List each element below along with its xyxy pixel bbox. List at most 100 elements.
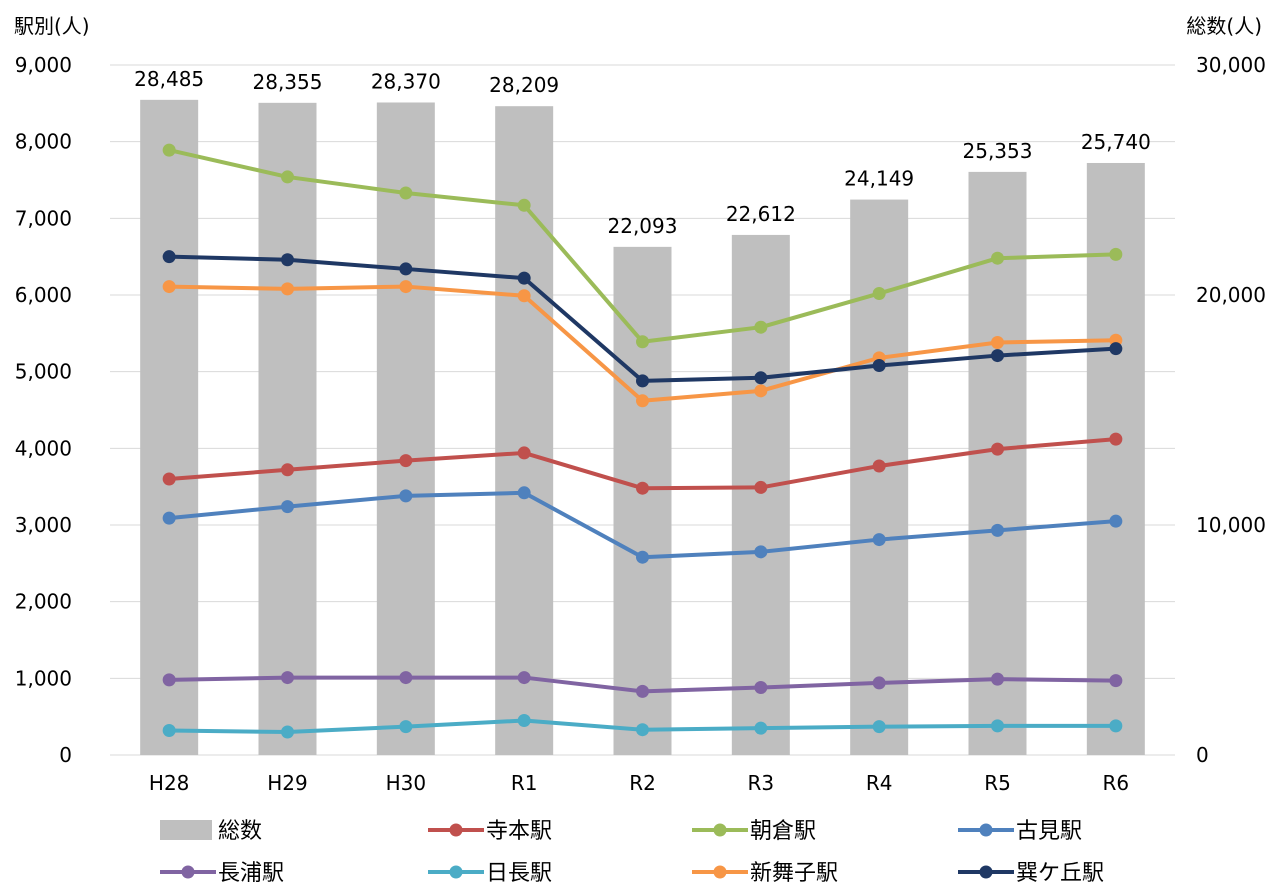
legend-swatch-marker xyxy=(181,865,195,879)
point-長浦駅 xyxy=(636,684,649,698)
left-tick-label: 3,000 xyxy=(15,513,72,537)
point-巽ケ丘駅 xyxy=(754,371,768,385)
right-tick-label: 30,000 xyxy=(1196,53,1266,77)
point-寺本駅 xyxy=(991,442,1004,456)
legend-label: 朝倉駅 xyxy=(750,819,816,844)
point-日長駅 xyxy=(281,725,294,739)
point-朝倉駅 xyxy=(281,170,294,184)
legend-label: 日長駅 xyxy=(486,861,552,886)
bar-value-label: 28,370 xyxy=(371,69,441,93)
x-tick-label: R5 xyxy=(984,771,1011,795)
point-古見駅 xyxy=(162,511,176,525)
left-axis-title: 駅別(人) xyxy=(14,14,90,38)
point-寺本駅 xyxy=(517,446,531,460)
point-朝倉駅 xyxy=(754,320,768,334)
point-朝倉駅 xyxy=(636,335,649,349)
point-新舞子駅 xyxy=(162,280,176,294)
left-tick-label: 4,000 xyxy=(15,436,72,460)
point-巽ケ丘駅 xyxy=(399,262,413,276)
point-巽ケ丘駅 xyxy=(991,349,1004,363)
bar-R4 xyxy=(850,199,909,755)
point-寺本駅 xyxy=(162,472,176,486)
legend-label: 古見駅 xyxy=(1016,819,1082,844)
left-tick-label: 0 xyxy=(59,743,72,767)
legend-label: 新舞子駅 xyxy=(750,861,838,886)
bar-H28 xyxy=(140,99,199,756)
legend-swatch-marker xyxy=(713,865,727,879)
point-新舞子駅 xyxy=(754,384,768,398)
legend-label: 総数 xyxy=(218,819,262,844)
point-長浦駅 xyxy=(872,676,886,690)
point-朝倉駅 xyxy=(162,143,176,157)
x-tick-label: R6 xyxy=(1103,771,1130,795)
point-巽ケ丘駅 xyxy=(872,359,886,373)
point-日長駅 xyxy=(872,720,886,734)
legend-swatch-marker xyxy=(449,823,463,837)
left-tick-label: 1,000 xyxy=(15,666,72,690)
point-長浦駅 xyxy=(1109,674,1123,688)
bar-R5 xyxy=(968,171,1027,756)
point-朝倉駅 xyxy=(991,251,1004,265)
x-tick-label: H28 xyxy=(149,771,190,795)
left-tick-label: 9,000 xyxy=(15,53,72,77)
bar-H29 xyxy=(258,102,317,755)
x-tick-label: H29 xyxy=(267,771,308,795)
line-series xyxy=(162,143,1123,739)
point-日長駅 xyxy=(1109,719,1123,733)
left-tick-label: 7,000 xyxy=(15,206,72,230)
point-日長駅 xyxy=(991,719,1004,733)
point-古見駅 xyxy=(636,550,649,564)
point-朝倉駅 xyxy=(517,198,531,212)
point-古見駅 xyxy=(754,545,768,559)
legend-swatch-marker xyxy=(713,823,727,837)
legend-swatch-marker xyxy=(979,823,993,837)
point-寺本駅 xyxy=(1109,432,1123,446)
point-日長駅 xyxy=(754,721,768,735)
legend-swatch-bar xyxy=(160,820,212,840)
bar-value-label: 28,485 xyxy=(134,67,204,91)
left-tick-label: 2,000 xyxy=(15,590,72,614)
x-tick-label: R3 xyxy=(748,771,775,795)
bar-H30 xyxy=(376,102,435,756)
point-新舞子駅 xyxy=(399,280,413,294)
legend-swatch-marker xyxy=(449,865,463,879)
point-長浦駅 xyxy=(517,671,531,685)
point-日長駅 xyxy=(636,723,649,737)
point-古見駅 xyxy=(517,486,531,500)
x-tick-label: R1 xyxy=(511,771,538,795)
point-古見駅 xyxy=(399,489,413,503)
bar-R1 xyxy=(495,106,554,756)
point-長浦駅 xyxy=(754,681,768,695)
bar-R2 xyxy=(613,246,672,755)
point-寺本駅 xyxy=(754,480,768,494)
point-新舞子駅 xyxy=(517,289,531,303)
legend-label: 巽ケ丘駅 xyxy=(1016,861,1104,886)
bar-value-label: 28,209 xyxy=(489,73,559,97)
point-長浦駅 xyxy=(399,671,413,685)
point-日長駅 xyxy=(162,723,176,737)
point-巽ケ丘駅 xyxy=(281,253,294,267)
point-巽ケ丘駅 xyxy=(1109,342,1123,356)
legend-label: 長浦駅 xyxy=(218,861,284,886)
point-古見駅 xyxy=(1109,514,1123,528)
left-tick-label: 8,000 xyxy=(15,130,72,154)
point-長浦駅 xyxy=(281,671,294,685)
left-tick-label: 6,000 xyxy=(15,283,72,307)
bar-value-label: 25,353 xyxy=(963,139,1033,163)
right-tick-label: 10,000 xyxy=(1196,513,1266,537)
point-新舞子駅 xyxy=(281,282,294,296)
left-tick-label: 5,000 xyxy=(15,360,72,384)
bar-R6 xyxy=(1086,162,1145,756)
x-tick-label: H30 xyxy=(386,771,427,795)
bar-value-label: 28,355 xyxy=(253,70,323,94)
point-寺本駅 xyxy=(872,459,886,473)
point-朝倉駅 xyxy=(399,186,413,200)
point-朝倉駅 xyxy=(1109,247,1123,261)
bar-value-label: 22,093 xyxy=(608,214,678,238)
right-axis-title: 総数(人) xyxy=(1186,14,1262,38)
point-日長駅 xyxy=(517,714,531,727)
bar-data-labels: 28,485 28,355 28,370 28,209 22,093 22,612 24,1… xyxy=(134,67,1151,238)
point-古見駅 xyxy=(872,533,886,547)
